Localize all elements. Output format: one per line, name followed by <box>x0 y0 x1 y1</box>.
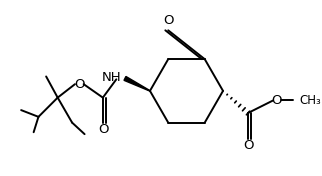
Text: CH₃: CH₃ <box>299 94 321 107</box>
Polygon shape <box>124 76 150 91</box>
Text: O: O <box>163 14 174 27</box>
Text: O: O <box>271 94 282 107</box>
Text: O: O <box>244 139 254 152</box>
Text: O: O <box>99 123 109 136</box>
Text: NH: NH <box>101 71 121 84</box>
Text: O: O <box>74 78 85 91</box>
